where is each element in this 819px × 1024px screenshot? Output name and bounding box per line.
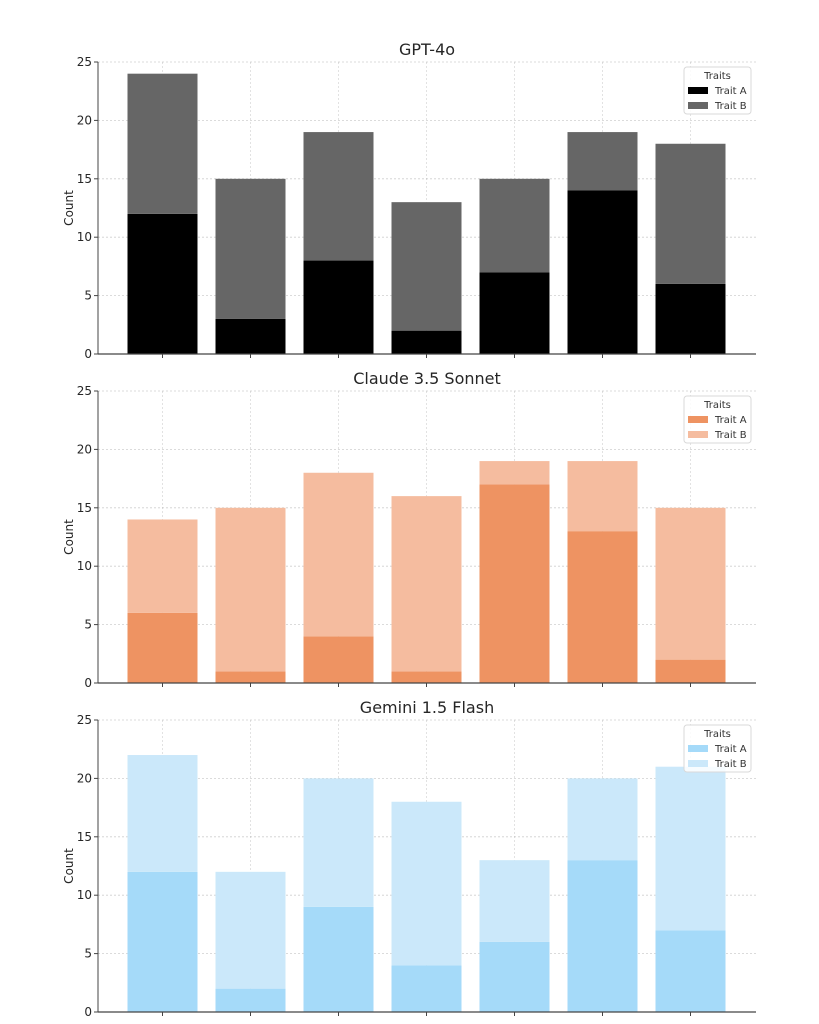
bar-trait-a [655, 930, 726, 1012]
subplot-1: GPT-4o 0 5 10 15 20 25 Count Traits Trait A Trait … [62, 40, 756, 361]
y-axis-label: Count [62, 848, 76, 884]
bar-trait-b [567, 778, 638, 861]
bar-trait-b [655, 507, 726, 660]
legend-label: Trait B [714, 101, 747, 112]
bar-trait-a [391, 671, 462, 683]
bar-trait-b [391, 801, 462, 966]
bar-trait-a [215, 318, 286, 354]
legend-label: Trait A [714, 415, 747, 426]
legend-title: Traits [703, 729, 731, 740]
y-tick-label: 25 [77, 384, 92, 398]
legend: Traits Trait A Trait B [683, 724, 752, 773]
legend-swatch [688, 102, 708, 109]
legend-swatch [688, 760, 708, 767]
chart-title: GPT-4o [399, 40, 455, 59]
bar-trait-b [215, 178, 286, 319]
bars [127, 461, 726, 683]
bar-trait-a [127, 213, 198, 354]
y-tick-label: 0 [84, 1005, 92, 1019]
y-tick-label: 20 [77, 442, 92, 456]
bar-trait-b [479, 178, 550, 273]
bar-trait-b [567, 461, 638, 532]
subplot-2: Claude 3.5 Sonnet0510152025CountTraitsTr… [62, 369, 756, 690]
legend-label: Trait A [714, 86, 747, 97]
bar-trait-a [655, 659, 726, 683]
y-tick-label: 15 [77, 830, 92, 844]
y-tick-label: 0 [84, 676, 92, 690]
bar-trait-a [391, 330, 462, 354]
bar-trait-a [303, 636, 374, 683]
bar-trait-a [655, 283, 726, 354]
bars [127, 73, 726, 354]
y-axis-label: Count [62, 190, 76, 226]
bar-trait-b [391, 496, 462, 672]
legend-swatch [688, 745, 708, 752]
bars [127, 755, 726, 1012]
chart-title: Claude 3.5 Sonnet [353, 369, 501, 388]
legend-title: Traits [703, 71, 731, 82]
legend-label: Trait A [714, 744, 747, 755]
bar-trait-b [479, 461, 550, 485]
y-tick-label: 5 [84, 947, 92, 961]
bar-trait-b [303, 132, 374, 261]
bar-trait-b [655, 143, 726, 284]
y-tick-label: 25 [77, 55, 92, 69]
bar-trait-a [391, 965, 462, 1012]
legend-label: Trait B [714, 430, 747, 441]
bar-trait-b [479, 860, 550, 942]
bar-trait-b [215, 507, 286, 672]
bar-trait-a [567, 860, 638, 1012]
legend-swatch [688, 416, 708, 423]
bar-trait-a [567, 531, 638, 683]
bar-trait-a [215, 988, 286, 1012]
bar-trait-b [127, 73, 198, 214]
y-tick-label: 15 [77, 172, 92, 186]
y-tick-label: 15 [77, 501, 92, 515]
bar-trait-b [303, 778, 374, 907]
bar-trait-a [479, 272, 550, 354]
legend-title: Traits [703, 400, 731, 411]
bar-trait-a [303, 260, 374, 354]
subplot-3: Gemini 1.5 Flash0510152025CountTraitsTra… [62, 698, 756, 1019]
bar-trait-a [479, 484, 550, 683]
bar-trait-b [391, 202, 462, 331]
legend-swatch [688, 87, 708, 94]
legend: Traits Trait A Trait B [683, 395, 752, 444]
y-tick-label: 10 [77, 559, 92, 573]
y-tick-label: 20 [77, 771, 92, 785]
y-tick-label: 10 [77, 888, 92, 902]
y-tick-label: 10 [77, 230, 92, 244]
bar-trait-b [127, 519, 198, 613]
y-tick-label: 20 [77, 113, 92, 127]
y-tick-label: 5 [84, 289, 92, 303]
y-tick-label: 25 [77, 713, 92, 727]
bar-trait-a [479, 941, 550, 1012]
bar-trait-a [567, 190, 638, 354]
chart-title: Gemini 1.5 Flash [360, 698, 494, 717]
bar-trait-b [567, 132, 638, 191]
bar-trait-b [215, 871, 286, 989]
y-axis-label: Count [62, 519, 76, 555]
bar-trait-b [127, 755, 198, 872]
bar-trait-a [127, 871, 198, 1012]
legend: Traits Trait A Trait B [683, 66, 752, 115]
y-tick-label: 5 [84, 618, 92, 632]
bar-trait-a [127, 612, 198, 683]
legend-label: Trait B [714, 759, 747, 770]
bar-trait-b [303, 472, 374, 637]
legend-swatch [688, 431, 708, 438]
y-tick-label: 0 [84, 347, 92, 361]
bar-trait-b [655, 766, 726, 931]
bar-trait-a [303, 906, 374, 1012]
bar-trait-a [215, 671, 286, 683]
